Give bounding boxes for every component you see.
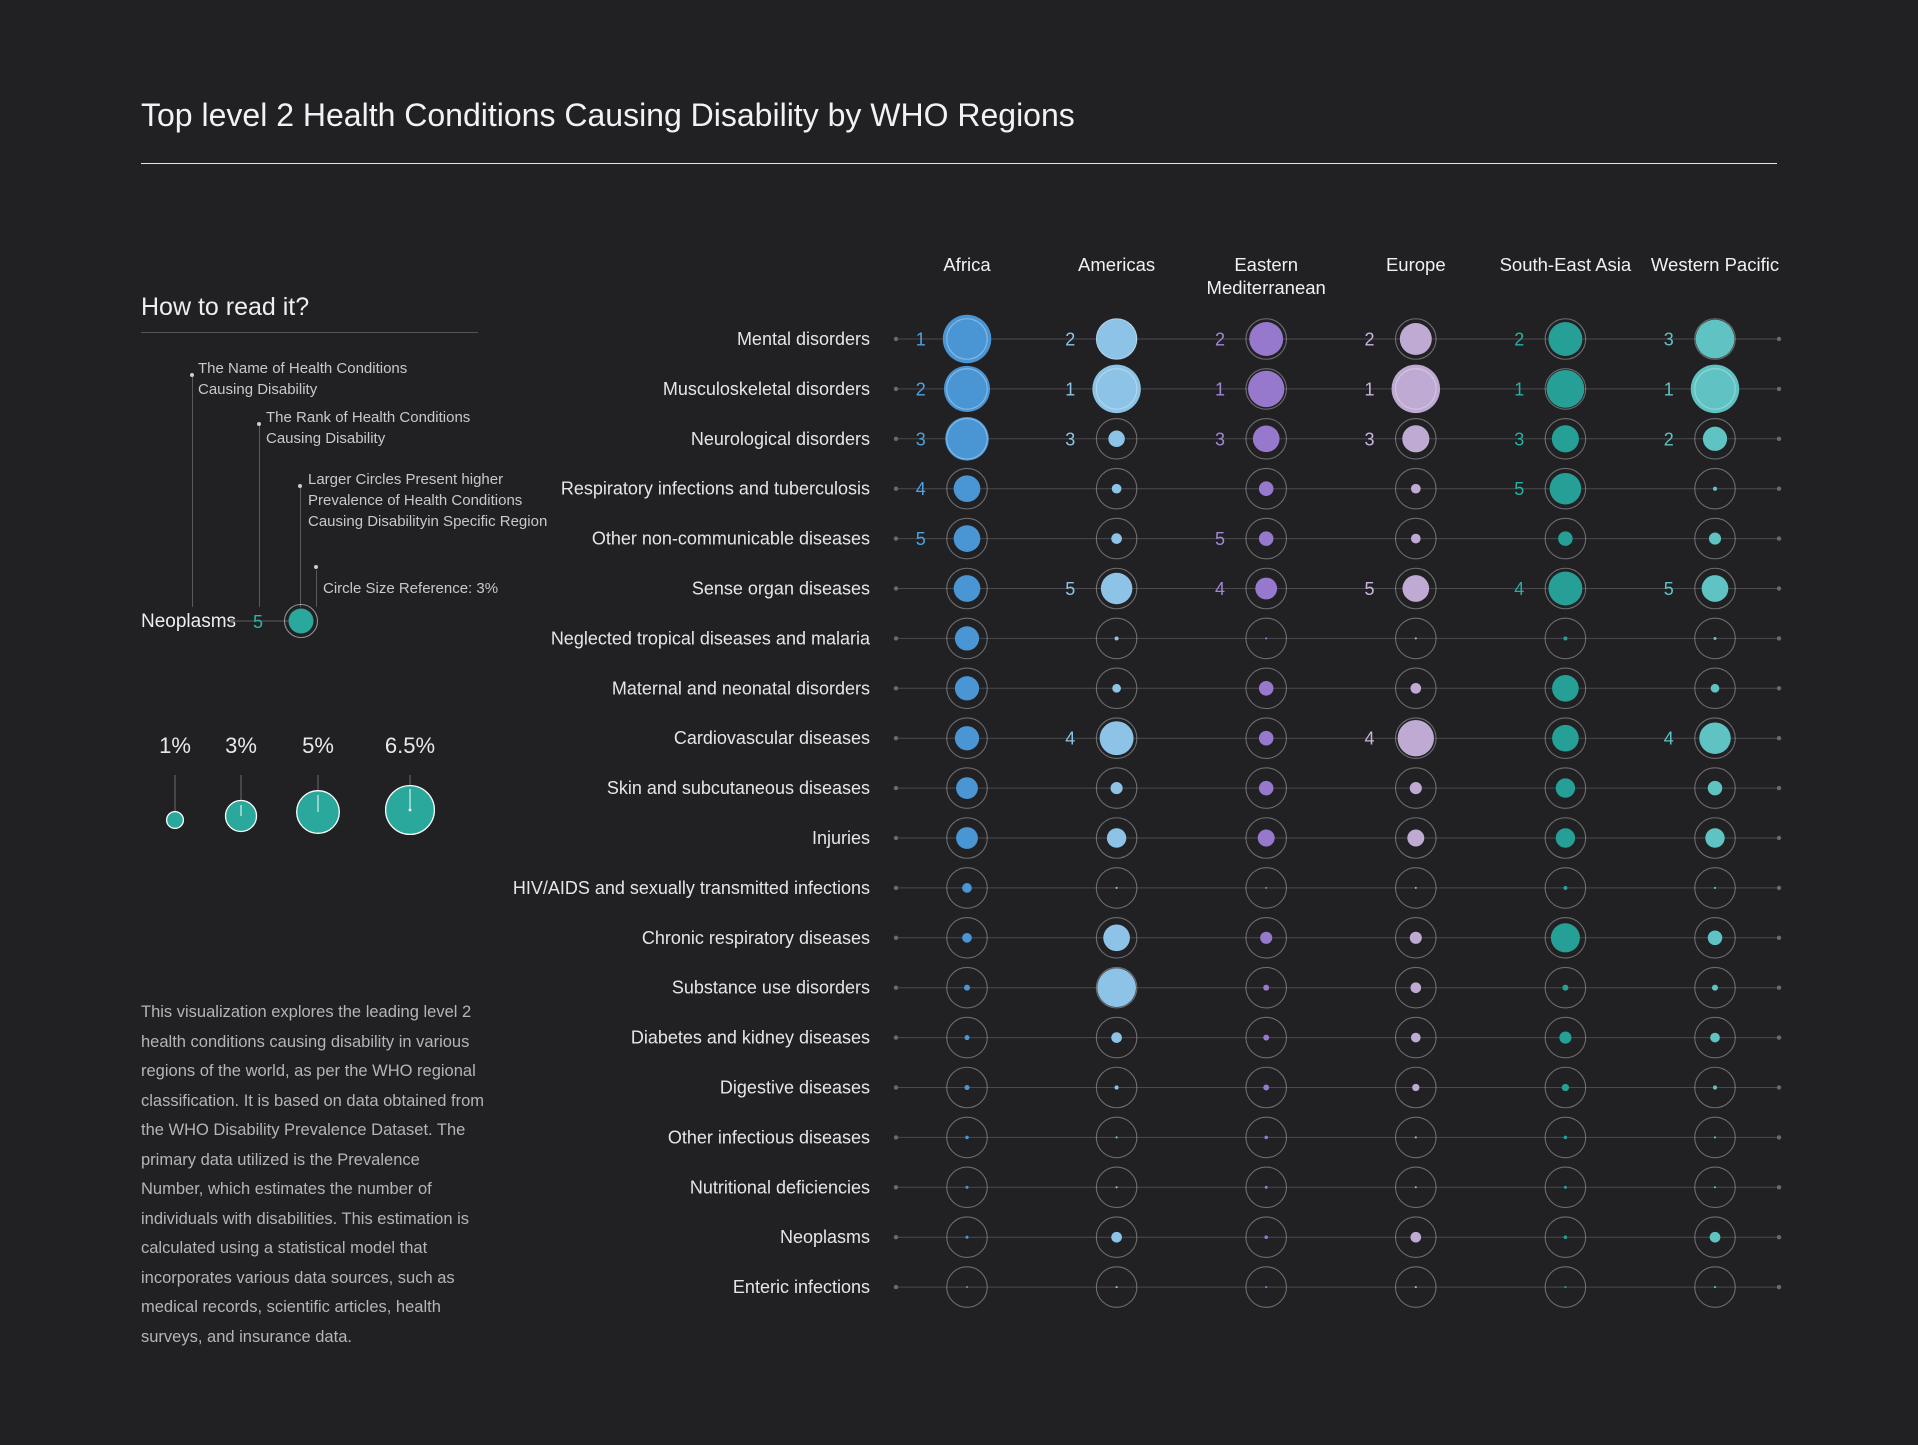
- svg-text:2: 2: [1364, 330, 1374, 350]
- svg-text:2: 2: [916, 379, 926, 399]
- svg-text:Respiratory infections and tub: Respiratory infections and tuberculosis: [561, 479, 870, 499]
- svg-text:5: 5: [1364, 579, 1374, 599]
- svg-text:Substance use disorders: Substance use disorders: [672, 978, 870, 998]
- svg-text:Enteric infections: Enteric infections: [733, 1277, 870, 1297]
- svg-text:Neurological disorders: Neurological disorders: [691, 429, 870, 449]
- svg-text:Americas: Americas: [1078, 254, 1155, 275]
- svg-text:Digestive diseases: Digestive diseases: [720, 1078, 870, 1098]
- svg-text:1: 1: [1215, 379, 1225, 399]
- svg-text:1: 1: [1664, 379, 1674, 399]
- svg-text:1: 1: [1364, 379, 1374, 399]
- svg-text:Injuries: Injuries: [812, 828, 870, 848]
- svg-text:5: 5: [916, 529, 926, 549]
- svg-text:Eastern: Eastern: [1234, 254, 1298, 275]
- svg-text:Other infectious diseases: Other infectious diseases: [668, 1127, 870, 1147]
- svg-text:4: 4: [1065, 729, 1075, 749]
- svg-text:Maternal and neonatal disorder: Maternal and neonatal disorders: [612, 678, 870, 698]
- svg-text:5: 5: [1664, 579, 1674, 599]
- svg-text:2: 2: [1664, 429, 1674, 449]
- svg-text:5: 5: [1065, 579, 1075, 599]
- svg-text:3: 3: [1215, 429, 1225, 449]
- svg-text:4: 4: [1664, 729, 1674, 749]
- svg-text:Chronic respiratory diseases: Chronic respiratory diseases: [642, 928, 870, 948]
- svg-text:Europe: Europe: [1386, 254, 1446, 275]
- svg-text:Cardiovascular diseases: Cardiovascular diseases: [674, 728, 870, 748]
- svg-text:1: 1: [1514, 379, 1524, 399]
- svg-text:3: 3: [1065, 429, 1075, 449]
- svg-text:Diabetes and kidney diseases: Diabetes and kidney diseases: [631, 1028, 870, 1048]
- svg-text:1: 1: [1065, 379, 1075, 399]
- svg-text:4: 4: [1514, 579, 1524, 599]
- svg-text:1: 1: [916, 330, 926, 350]
- svg-text:4: 4: [1364, 729, 1374, 749]
- svg-text:2: 2: [1514, 330, 1524, 350]
- svg-text:South-East Asia: South-East Asia: [1500, 254, 1632, 275]
- svg-text:5: 5: [1514, 479, 1524, 499]
- svg-text:4: 4: [916, 479, 926, 499]
- svg-text:Neglected tropical diseases an: Neglected tropical diseases and malaria: [551, 628, 871, 648]
- svg-text:Skin and subcutaneous diseases: Skin and subcutaneous diseases: [607, 778, 870, 798]
- svg-text:Western Pacific: Western Pacific: [1651, 254, 1779, 275]
- svg-text:Neoplasms: Neoplasms: [780, 1227, 870, 1247]
- svg-text:Mental disorders: Mental disorders: [737, 329, 870, 349]
- svg-text:Mediterranean: Mediterranean: [1207, 277, 1326, 298]
- svg-text:Nutritional deficiencies: Nutritional deficiencies: [690, 1177, 870, 1197]
- svg-text:Musculoskeletal disorders: Musculoskeletal disorders: [663, 379, 870, 399]
- svg-text:3: 3: [916, 429, 926, 449]
- svg-text:4: 4: [1215, 579, 1225, 599]
- svg-text:3: 3: [1514, 429, 1524, 449]
- svg-text:2: 2: [1215, 330, 1225, 350]
- svg-text:3: 3: [1364, 429, 1374, 449]
- svg-text:2: 2: [1065, 330, 1075, 350]
- svg-text:Other non-communicable disease: Other non-communicable diseases: [592, 529, 870, 549]
- svg-text:Sense organ diseases: Sense organ diseases: [692, 579, 870, 599]
- svg-text:Africa: Africa: [943, 254, 991, 275]
- svg-text:HIV/AIDS and sexually transmit: HIV/AIDS and sexually transmitted infect…: [513, 878, 870, 898]
- svg-text:5: 5: [1215, 529, 1225, 549]
- svg-text:3: 3: [1664, 330, 1674, 350]
